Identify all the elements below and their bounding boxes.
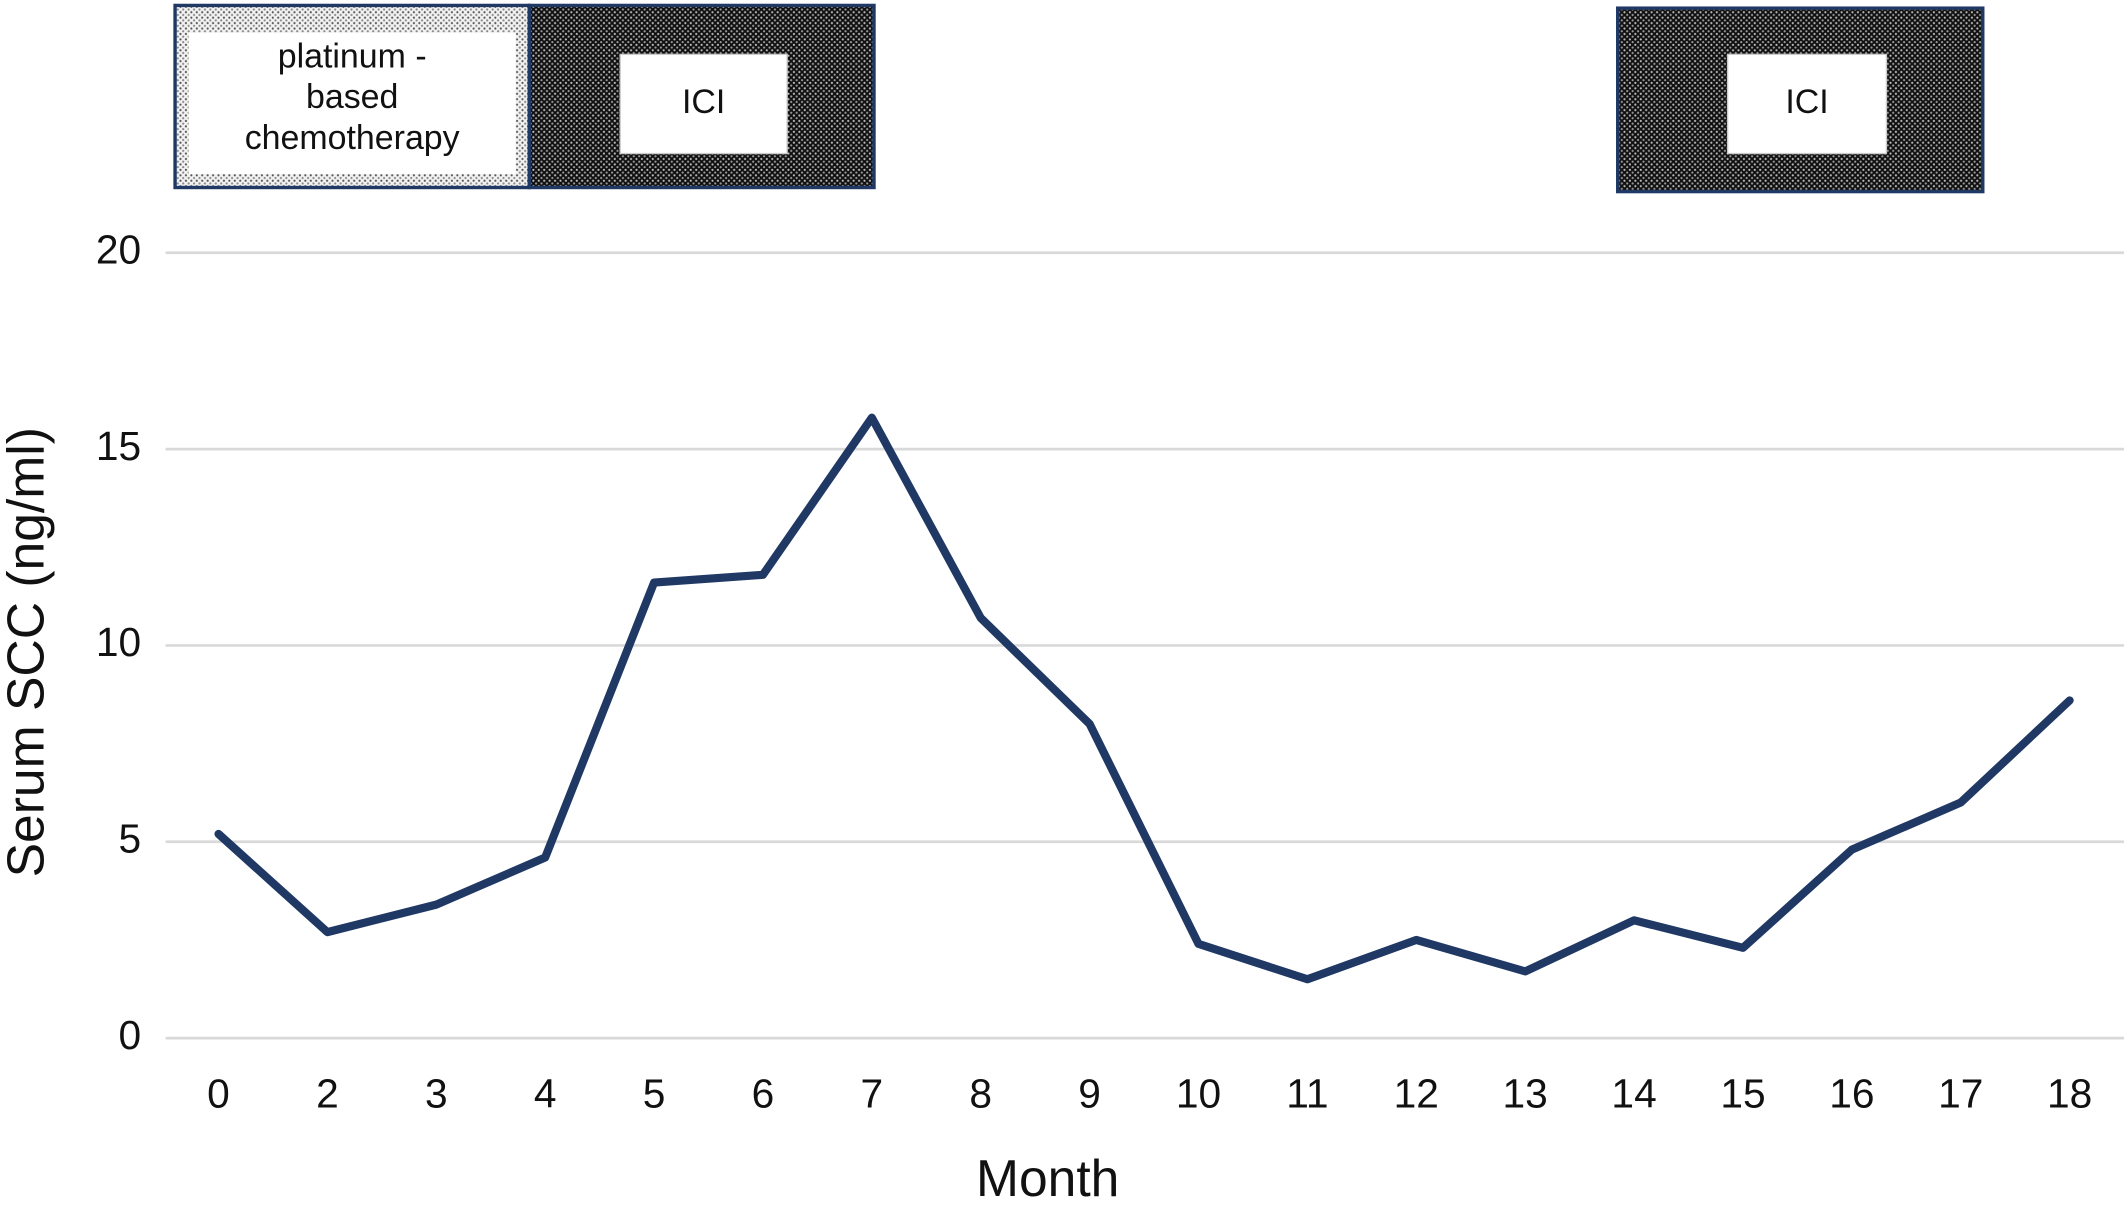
y-tick-label: 20 (96, 226, 141, 272)
x-tick-label: 2 (316, 1070, 339, 1116)
x-tick-label: 5 (643, 1070, 666, 1116)
treatment-label: chemotherapy (245, 119, 460, 157)
x-tick-label: 18 (2047, 1070, 2092, 1116)
x-tick-label: 13 (1503, 1070, 1548, 1116)
y-axis-title: Serum SCC (ng/ml) (0, 427, 54, 877)
x-axis-title: Month (976, 1149, 1119, 1207)
y-tick-label: 0 (119, 1012, 142, 1058)
treatment-label: ICI (1785, 83, 1828, 121)
treatment-label-bg (1726, 53, 1888, 155)
y-tick-label: 5 (119, 816, 142, 862)
x-tick-label: 15 (1720, 1070, 1765, 1116)
data-line (214, 413, 2074, 984)
x-tick-label: 10 (1176, 1070, 1221, 1116)
treatment-label: platinum - (278, 37, 427, 75)
treatment-label-bg (619, 53, 788, 155)
x-tick-label: 0 (207, 1070, 230, 1116)
y-tick-label: 10 (96, 619, 141, 665)
y-tick-label: 15 (96, 423, 141, 469)
treatment-label: ICI (682, 83, 725, 121)
x-tick-label: 9 (1078, 1070, 1101, 1116)
x-tick-label: 3 (425, 1070, 448, 1116)
x-tick-label: 16 (1829, 1070, 1874, 1116)
x-tick-label: 6 (752, 1070, 775, 1116)
treatment-label: based (306, 78, 398, 116)
x-tick-label: 4 (534, 1070, 557, 1116)
treatment-label-bg (188, 32, 516, 174)
x-tick-label: 11 (1286, 1070, 1328, 1116)
x-tick-label: 14 (1611, 1070, 1656, 1116)
x-tick-label: 12 (1394, 1070, 1439, 1116)
x-tick-label: 8 (969, 1070, 992, 1116)
x-tick-label: 17 (1938, 1070, 1983, 1116)
x-tick-label: 7 (861, 1070, 884, 1116)
